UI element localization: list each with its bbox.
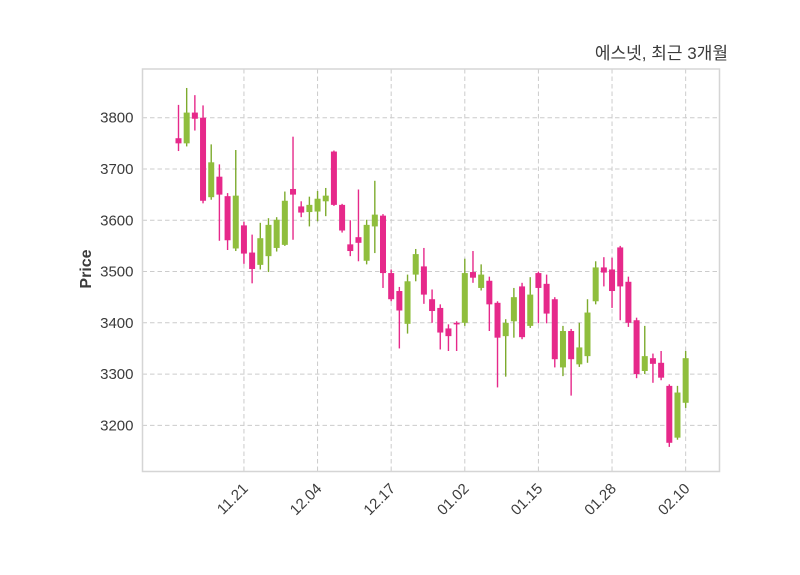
candlestick-up [257, 238, 264, 265]
candlestick-down [551, 299, 558, 360]
candlestick-down [445, 328, 452, 337]
candlestick-up [314, 198, 321, 212]
candlestick-up [232, 195, 239, 249]
candlestick-down [420, 266, 427, 295]
candlestick-down [216, 176, 223, 195]
candlestick-down [543, 283, 550, 314]
y-tick-label: 3800 [100, 110, 133, 127]
candlestick-down [240, 225, 247, 254]
candlestick-down [625, 281, 632, 323]
candlestick-down [175, 138, 182, 144]
candlestick-up [527, 294, 534, 326]
candlestick-up [412, 254, 419, 275]
candlestick-down [388, 273, 395, 300]
candlestick-down [486, 280, 493, 305]
candlestick-up [306, 204, 313, 213]
candlestick-up [461, 273, 468, 323]
candlestick-down [429, 299, 436, 312]
candlestick-up [510, 297, 517, 322]
x-tick-label: 12.17 [360, 480, 399, 519]
x-tick-label: 01.02 [434, 480, 473, 519]
candlestick-up [592, 267, 599, 302]
candlestick-up [478, 274, 485, 288]
candlestick-down [453, 322, 460, 325]
x-tick-label: 11.21 [214, 480, 252, 518]
candlestick-down [330, 151, 337, 205]
y-tick-label: 3700 [100, 161, 133, 178]
y-tick-label: 3400 [100, 315, 133, 332]
candlestick-down [290, 188, 297, 195]
candlestick-down [649, 358, 656, 364]
candlestick-down [224, 196, 231, 241]
y-tick-label: 3300 [100, 366, 133, 383]
candlestick-up [404, 281, 411, 324]
plot-border [141, 68, 721, 473]
x-tick-label: 02.10 [655, 480, 694, 519]
candlestick-up [576, 347, 583, 365]
y-tick-label: 3600 [100, 212, 133, 229]
candlestick-down [339, 204, 346, 231]
candlestick-down [396, 291, 403, 311]
candlestick-up [183, 112, 190, 144]
candlestick-up [208, 162, 215, 198]
x-tick-label: 01.28 [581, 480, 620, 519]
candlestick-down [191, 112, 198, 119]
chart-title: 에스넷, 최근 3개월 [594, 44, 728, 63]
candlestick-down [469, 272, 476, 278]
candlestick-down [658, 362, 665, 378]
candlestick-down [519, 286, 526, 338]
candlestick-down [633, 320, 640, 375]
candlestick-down [600, 267, 607, 273]
candlestick-down [298, 206, 305, 213]
candlestick-up [584, 312, 591, 357]
candlestick-up [371, 214, 378, 227]
candlestick-down [666, 385, 673, 443]
candlestick-up [502, 322, 509, 337]
candlestick-down [568, 331, 575, 360]
candlestick-down [617, 247, 624, 287]
x-tick-label: 01.15 [508, 480, 547, 519]
candlestick-down [347, 244, 354, 252]
candlestick-up [559, 331, 566, 368]
candlestick-up [674, 392, 681, 438]
x-tick-label: 12.04 [287, 480, 326, 519]
y-tick-label: 3500 [100, 264, 133, 281]
candlestick-up [281, 200, 288, 245]
candlestick-up [682, 358, 689, 403]
candlestick-down [494, 302, 501, 338]
candlestick-down [535, 273, 542, 288]
candlestick-up [641, 356, 648, 372]
candlestick-down [200, 117, 207, 201]
candlestick-up [265, 224, 272, 257]
candlestick-up [273, 219, 280, 248]
candlestick-down [437, 307, 444, 333]
candlestick-up [363, 224, 370, 261]
candlestick-down [380, 215, 386, 274]
candlestick-up [322, 195, 329, 202]
candlestick-down [249, 252, 256, 269]
y-tick-label: 3200 [100, 417, 133, 434]
candlestick-down [609, 269, 616, 292]
candlestick-down [355, 237, 362, 243]
